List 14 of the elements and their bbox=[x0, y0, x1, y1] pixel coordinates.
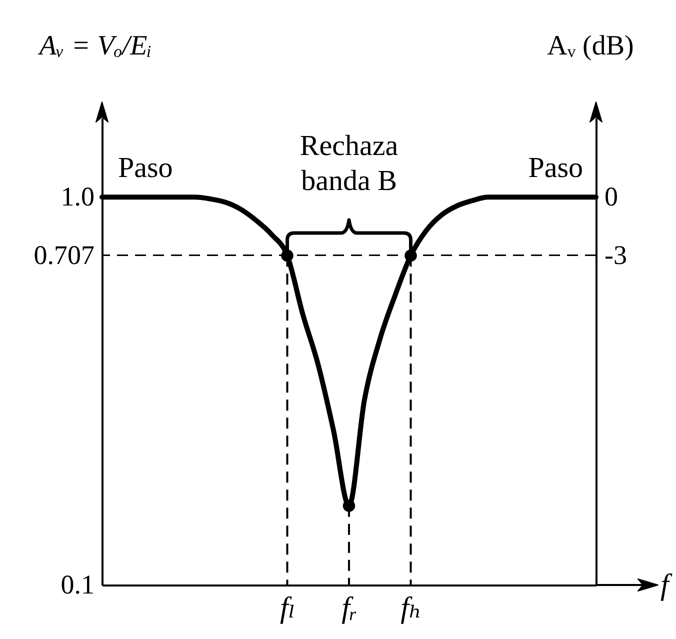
annotation: Paso bbox=[528, 152, 583, 184]
x-tick-label: fₕ bbox=[400, 592, 422, 624]
annotation: Paso bbox=[118, 152, 173, 184]
x-axis-title: f bbox=[660, 568, 672, 602]
y2-tick-label: -3 bbox=[604, 240, 627, 270]
y-tick-label: 0.1 bbox=[60, 570, 94, 600]
y2-axis-title: Aᵥ (dB) bbox=[547, 30, 634, 62]
y-tick-label: 1.0 bbox=[60, 182, 94, 212]
x-tick-label: fₗ bbox=[280, 592, 296, 624]
y-tick-label: 0.707 bbox=[34, 240, 94, 270]
annotation: Rechaza banda B bbox=[300, 130, 398, 197]
x-tick-label: fᵣ bbox=[342, 592, 358, 624]
y-axis-title: Aᵥ = Vₒ/Eᵢ bbox=[37, 30, 152, 62]
y2-tick-label: 0 bbox=[604, 182, 618, 212]
